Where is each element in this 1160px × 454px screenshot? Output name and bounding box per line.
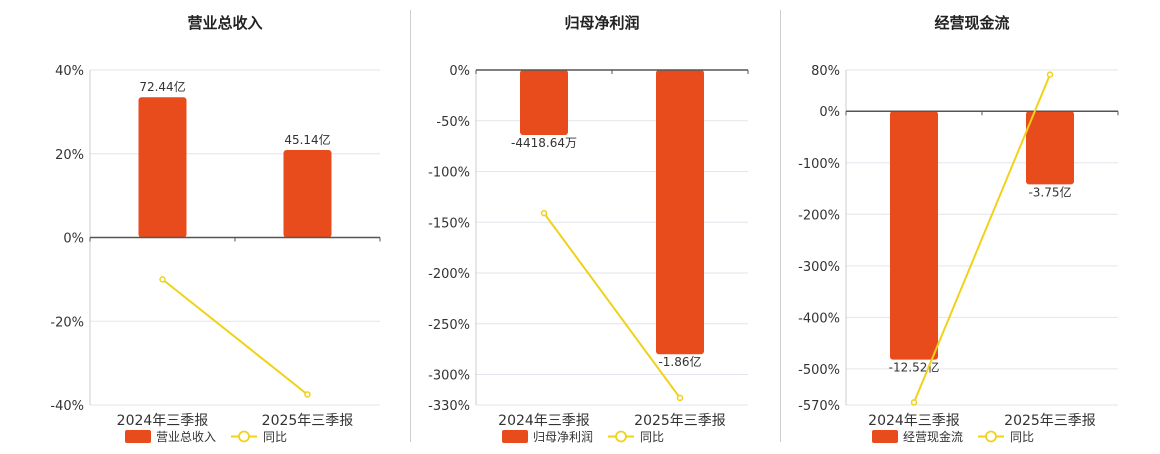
bar: [656, 70, 704, 355]
y-tick-label: -40%: [50, 399, 84, 414]
x-tick-label: 2024年三季报: [117, 413, 209, 429]
chart-panel-net-profit: 归母净利润 0% -50% -100% -150% -200% -250% -300% -330…: [408, 0, 778, 450]
yoy-line: [543, 212, 681, 399]
x-tick-label: 2024年三季报: [868, 413, 960, 429]
yoy-point: [1046, 71, 1054, 78]
legend-line-label: 同比: [1010, 430, 1034, 444]
bar-data-label: 72.44亿: [139, 79, 185, 94]
yoy-point: [910, 399, 918, 406]
bar-data-label: 45.14亿: [284, 132, 330, 147]
legend-bar-swatch: [125, 430, 151, 443]
panel-divider: [410, 10, 411, 442]
y-tick-label: -100%: [798, 157, 840, 172]
y-tick-label: -300%: [428, 369, 470, 384]
y-tick-label: -150%: [428, 216, 470, 231]
bar: [520, 70, 568, 135]
y-tick-label: -20%: [50, 315, 84, 330]
yoy-point: [159, 276, 166, 283]
y-tick-label: 0%: [63, 232, 84, 247]
y-tick-label: -570%: [798, 399, 840, 414]
y-tick-label: -50%: [436, 115, 470, 130]
x-tick-label: 2025年三季报: [1004, 413, 1096, 429]
y-tick-label: 20%: [55, 148, 84, 163]
y-tick-label: 40%: [55, 64, 84, 79]
y-tick-label: 0%: [449, 64, 470, 79]
yoy-line: [913, 74, 1051, 403]
chart-title: 归母净利润: [564, 14, 639, 32]
panel-divider: [780, 10, 781, 442]
yoy-point: [540, 209, 548, 217]
bar-data-label: -4418.64万: [511, 136, 577, 150]
legend-bar-swatch: [872, 430, 898, 443]
bar: [138, 97, 187, 238]
chart-panel-cash-flow: 经营现金流 80% 0% -100% -200% -300% -400% -500% -570%…: [778, 0, 1148, 450]
legend-bar-label: 经营现金流: [903, 429, 963, 444]
legend-line-label: 同比: [640, 430, 664, 444]
y-tick-label: 80%: [811, 64, 840, 79]
y-tick-label: -100%: [428, 166, 470, 181]
y-tick-label: -200%: [798, 208, 840, 223]
legend-line-label: 同比: [263, 430, 287, 444]
y-tick-label: -500%: [798, 363, 840, 378]
legend-line-marker: [985, 430, 997, 443]
x-tick-label: 2025年三季报: [634, 413, 726, 429]
yoy-point: [676, 394, 684, 402]
bar: [1026, 111, 1074, 185]
cash-flow-chart: 经营现金流 80% 0% -100% -200% -300% -400% -500% -570%…: [798, 14, 1119, 444]
bar: [283, 149, 332, 238]
y-tick-label: -400%: [798, 311, 840, 326]
yoy-point: [304, 391, 311, 398]
revenue-chart: 营业总收入 40% 20% 0% -20% -40% 72.44亿 45.14亿 2024年三季…: [50, 14, 381, 444]
net-profit-chart: 归母净利润 0% -50% -100% -150% -200% -250% -300% -330…: [428, 14, 749, 444]
chart-panel-revenue: 营业总收入 40% 20% 0% -20% -40% 72.44亿 45.14亿 2024年三季…: [25, 0, 395, 450]
x-tick-label: 2024年三季报: [498, 413, 590, 429]
chart-title: 经营现金流: [934, 14, 1009, 32]
legend-bar-label: 营业总收入: [156, 430, 216, 444]
legend-line-marker: [238, 430, 250, 443]
y-tick-label: -330%: [428, 399, 470, 414]
legend-bar-swatch: [502, 430, 528, 443]
x-tick-label: 2025年三季报: [262, 413, 354, 429]
legend-line-marker: [615, 430, 627, 443]
y-tick-label: 0%: [819, 105, 840, 120]
y-tick-label: -200%: [428, 267, 470, 282]
bar-data-label: -3.75亿: [1028, 184, 1071, 199]
bar: [890, 111, 938, 360]
bar-data-label: -1.86亿: [658, 354, 701, 369]
y-tick-label: -300%: [798, 260, 840, 275]
y-tick-label: -250%: [428, 318, 470, 333]
chart-title: 营业总收入: [187, 14, 262, 32]
legend-bar-label: 归母净利润: [533, 430, 593, 444]
yoy-line: [161, 278, 309, 396]
